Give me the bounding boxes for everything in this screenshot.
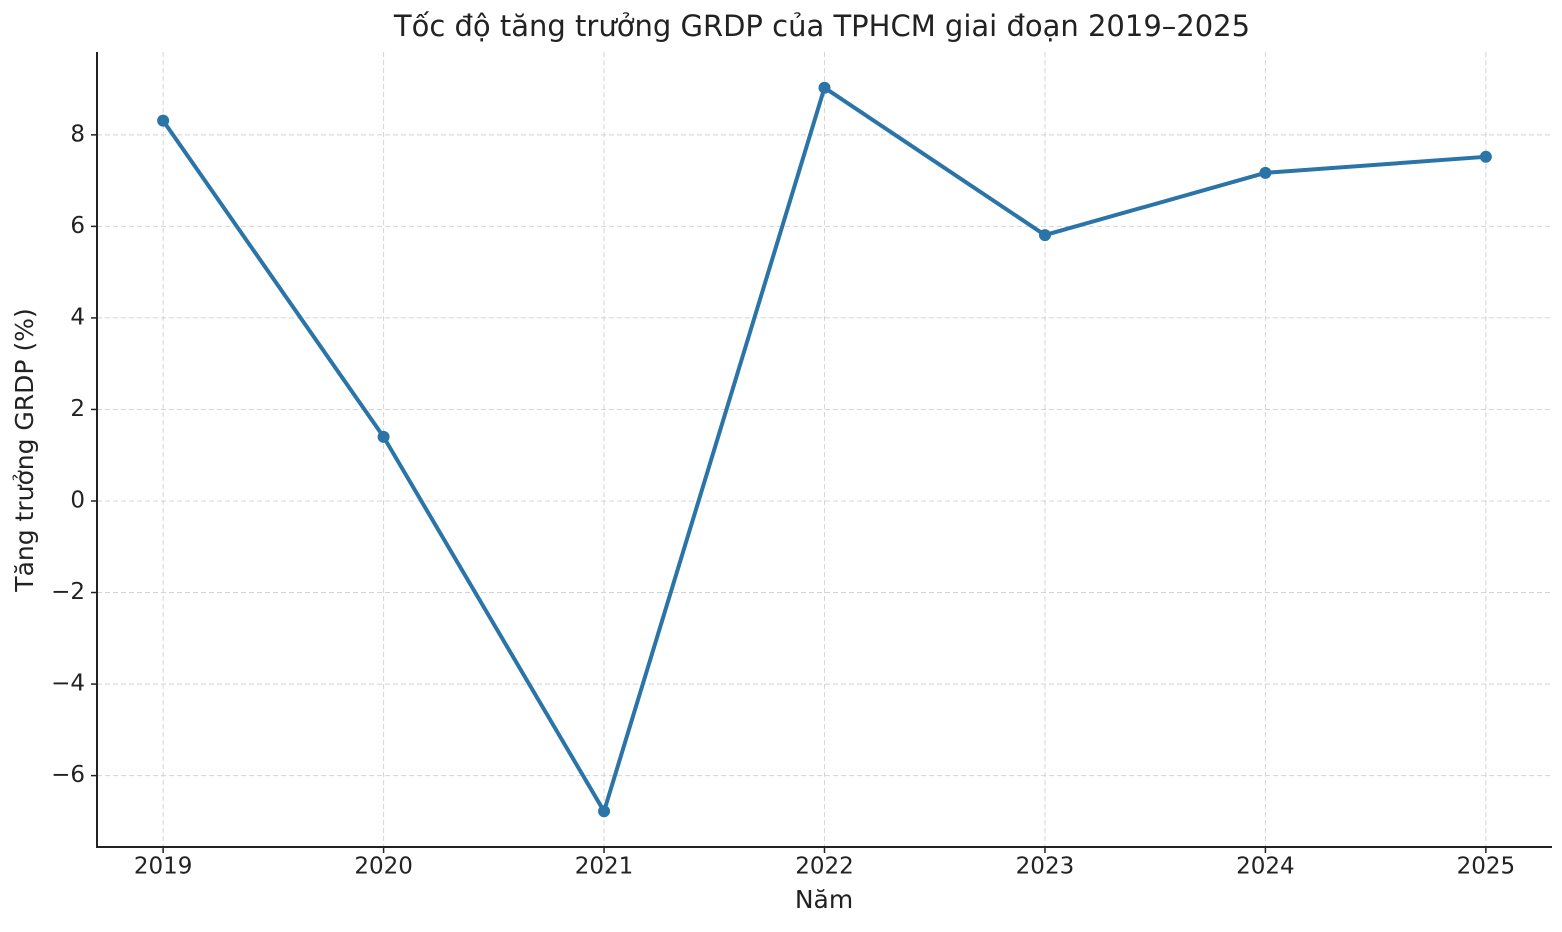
data-point: [377, 430, 390, 443]
y-tick-label: 8: [70, 121, 85, 147]
y-tick-label: 0: [70, 487, 85, 513]
x-tick-label: 2023: [1016, 854, 1075, 880]
y-tick-label: −4: [51, 671, 85, 697]
y-axis-label: Tăng trưởng GRDP (%): [10, 308, 39, 592]
x-tick-label: 2024: [1236, 854, 1295, 880]
y-tick-label: 4: [70, 304, 85, 330]
y-tick-label: 2: [70, 396, 85, 422]
data-point: [818, 81, 831, 94]
x-tick-label: 2025: [1457, 854, 1516, 880]
chart-title: Tốc độ tăng trưởng GRDP của TPHCM giai đ…: [393, 9, 1250, 43]
y-tick-label: −2: [51, 579, 85, 605]
x-axis-label: Năm: [795, 885, 853, 914]
data-point: [598, 805, 611, 818]
data-point: [1038, 229, 1051, 242]
data-point: [1479, 150, 1492, 163]
y-tick-label: 6: [70, 213, 85, 239]
x-tick-label: 2021: [575, 854, 634, 880]
x-tick-label: 2020: [354, 854, 413, 880]
x-tick-label: 2022: [795, 854, 854, 880]
y-tick-label: −6: [51, 762, 85, 788]
x-tick-label: 2019: [134, 854, 193, 880]
data-point: [157, 114, 170, 127]
data-point: [1259, 166, 1272, 179]
